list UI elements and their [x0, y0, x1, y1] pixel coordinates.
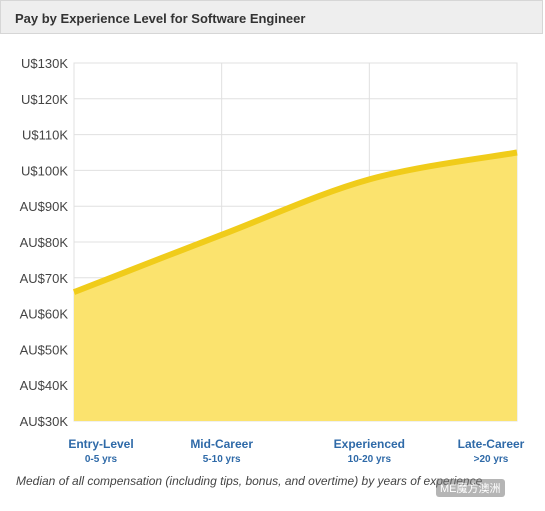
- y-tick-label: AU$60K: [20, 307, 69, 322]
- chart-caption: Median of all compensation (including ti…: [16, 474, 486, 488]
- x-category-subtitle: 0-5 yrs: [85, 454, 118, 465]
- y-tick-label: U$130K: [21, 56, 68, 71]
- x-category-subtitle: 10-20 yrs: [348, 454, 392, 465]
- watermark: ME魔方澳洲: [436, 479, 505, 497]
- x-category-label: Late-Career: [458, 437, 525, 451]
- x-category-subtitle: 5-10 yrs: [203, 454, 241, 465]
- y-tick-label: AU$30K: [20, 414, 69, 429]
- y-tick-label: U$100K: [21, 163, 68, 178]
- chart-title: Pay by Experience Level for Software Eng…: [15, 11, 306, 26]
- x-category-label: Mid-Career: [190, 437, 253, 451]
- pay-area-fill: [74, 152, 517, 421]
- x-category-label: Experienced: [334, 437, 405, 451]
- chart-header: Pay by Experience Level for Software Eng…: [0, 0, 543, 34]
- x-category-subtitle: >20 yrs: [474, 454, 509, 465]
- y-tick-label: AU$70K: [20, 271, 69, 286]
- y-tick-label: AU$50K: [20, 342, 69, 357]
- y-tick-label: AU$40K: [20, 378, 69, 393]
- y-tick-label: U$110K: [22, 128, 68, 143]
- x-category-label: Entry-Level: [68, 437, 133, 451]
- y-tick-label: AU$80K: [20, 235, 69, 250]
- pay-area-chart: U$130K U$120K U$110K U$100K AU$90K AU$80K AU$7…: [20, 56, 525, 465]
- y-tick-label: AU$90K: [20, 199, 69, 214]
- pay-series-line: [72, 149, 518, 295]
- y-tick-label: U$120K: [21, 92, 68, 107]
